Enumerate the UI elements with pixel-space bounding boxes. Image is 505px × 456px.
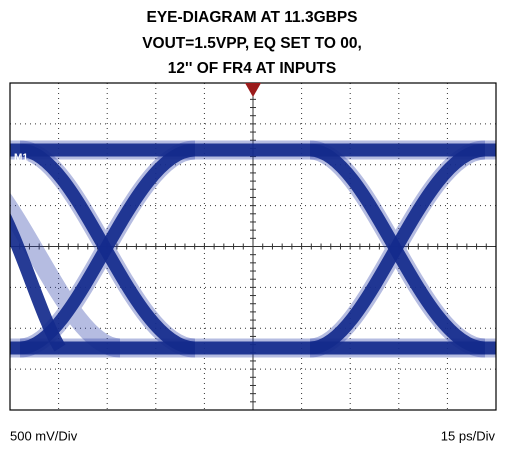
title-line: 12'' OF FR4 AT INPUTS	[168, 60, 336, 77]
eye-diagram: EYE-DIAGRAM AT 11.3GBPS VOUT=1.5VPP, EQ …	[0, 0, 505, 451]
scope-screen: M1	[0, 83, 505, 410]
title-line: VOUT=1.5VPP, EQ SET TO 00,	[142, 35, 362, 52]
marker-label: M1	[14, 153, 28, 164]
title-line: EYE-DIAGRAM AT 11.3GBPS	[146, 9, 357, 26]
horizontal-scale: 15 ps/Div	[441, 428, 496, 443]
page: EYE-DIAGRAM AT 11.3GBPS VOUT=1.5VPP, EQ …	[0, 0, 505, 451]
vertical-scale: 500 mV/Div	[10, 428, 78, 443]
